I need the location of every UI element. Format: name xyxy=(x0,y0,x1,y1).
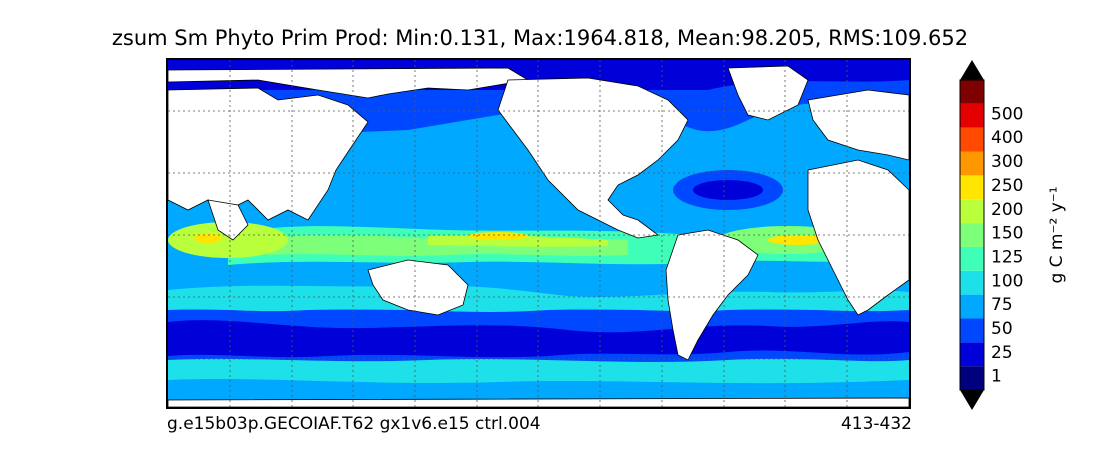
antarctica-landmass xyxy=(168,397,909,407)
colorbar-over-arrow xyxy=(960,60,984,80)
map-frame xyxy=(166,58,911,409)
colorbar-band xyxy=(960,151,984,176)
europe-landmass xyxy=(807,89,909,161)
indian-ocean-core xyxy=(194,233,222,243)
arctic-landmass xyxy=(168,67,530,99)
south-america-landmass xyxy=(665,229,759,361)
colorbar-band xyxy=(960,175,984,200)
india-landmass xyxy=(207,199,249,241)
colorbar-band xyxy=(960,318,984,343)
colorbar-tick-label: 500 xyxy=(991,104,1023,124)
colorbar-band xyxy=(960,366,984,390)
colorbar-outline xyxy=(959,79,985,391)
colorbar-tick-label: 250 xyxy=(991,176,1023,196)
colorbar-band xyxy=(960,103,984,128)
colorbar-bands xyxy=(959,60,985,410)
indian-ocean-band xyxy=(168,222,288,258)
equatorial-atlantic-core xyxy=(768,235,828,245)
colorbar-band xyxy=(960,246,984,271)
colorbar-tick-label: 75 xyxy=(991,295,1013,315)
colorbar-unit-label: g C m⁻² y⁻¹ xyxy=(1047,186,1067,283)
land-masses xyxy=(168,65,909,407)
case-name-label: g.e15b03p.GECOIAF.T62 gx1v6.e15 ctrl.004 xyxy=(167,414,541,434)
colorbar-band xyxy=(960,223,984,247)
greenland-landmass xyxy=(727,65,809,121)
colorbar-tick-label: 400 xyxy=(991,128,1023,148)
colorbar-tick-label: 125 xyxy=(991,247,1023,267)
years-label: 413-432 xyxy=(840,414,912,434)
equatorial-pacific-core xyxy=(468,232,528,240)
colorbar-under-arrow xyxy=(960,390,984,410)
colorbar-band xyxy=(960,199,984,224)
colorbar-tick-label: 300 xyxy=(991,152,1023,172)
southern-ocean-low-band xyxy=(168,320,909,358)
colorbar-tick-label: 100 xyxy=(991,271,1023,291)
colorbar-tick-label: 50 xyxy=(991,319,1013,339)
colorbar-tick-label: 150 xyxy=(991,224,1023,244)
colorbar-band xyxy=(960,80,984,104)
colorbar-band xyxy=(960,342,984,367)
colorbar-tick-label: 25 xyxy=(991,343,1013,363)
plot-title: zsum Sm Phyto Prim Prod: Min:0.131, Max:… xyxy=(111,26,969,50)
colorbar-tick-label: 1 xyxy=(991,367,1002,387)
colorbar-band xyxy=(960,270,984,295)
colorbar-band xyxy=(960,294,984,319)
colorbar-band xyxy=(960,127,984,152)
colorbar-tick-label: 200 xyxy=(991,200,1023,220)
graticule xyxy=(168,60,909,407)
africa-landmass xyxy=(807,159,909,316)
australia-landmass xyxy=(367,259,469,316)
map-plot xyxy=(168,60,909,407)
north-atlantic-gyre-core xyxy=(693,180,763,200)
